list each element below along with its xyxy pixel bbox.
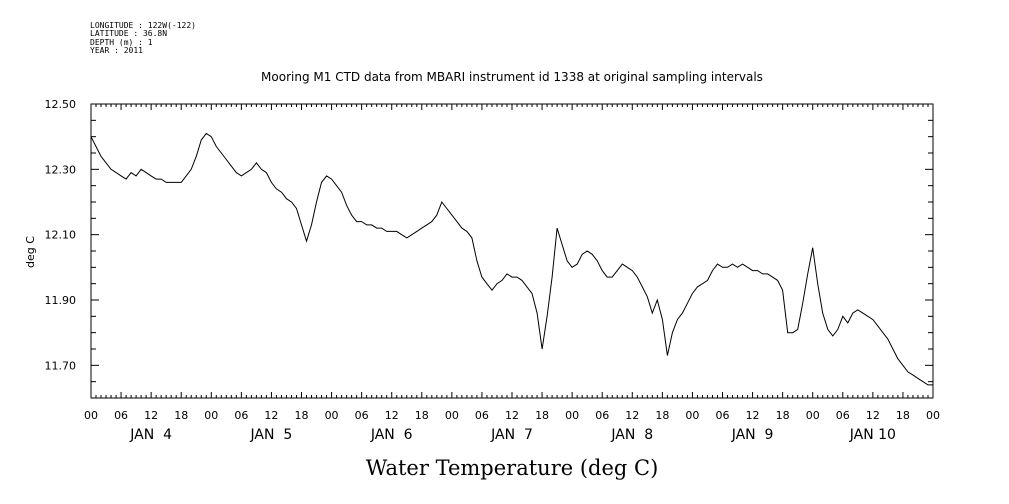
x-tick-label: 12 — [264, 409, 278, 422]
x-tick-label: 06 — [475, 409, 489, 422]
x-tick-label: 00 — [445, 409, 459, 422]
x-tick-label: 00 — [806, 409, 820, 422]
day-label: JAN 6 — [370, 427, 413, 443]
x-tick-labels: 00 06 12 18 00 06 12 18 00 06 12 18 00 06 12 18 00 06 12 18… — [84, 409, 940, 422]
x-tick-label: 18 — [655, 409, 669, 422]
x-tick-label: 18 — [776, 409, 790, 422]
metadata-block: LONGITUDE : 122W(-122) LATITUDE : 36.8N … — [90, 21, 196, 56]
x-tick-label: 00 — [84, 409, 98, 422]
x-tick-label: 00 — [325, 409, 339, 422]
y-tick-labels: 12.50 12.30 12.10 11.90 11.70 — [45, 98, 77, 372]
x-tick-label: 18 — [535, 409, 549, 422]
y-tick-label: 12.30 — [45, 163, 77, 176]
x-tick-label: 06 — [355, 409, 369, 422]
x-tick-label: 06 — [716, 409, 730, 422]
day-label: JAN 9 — [731, 427, 774, 443]
day-label: JAN 5 — [250, 427, 293, 443]
x-tick-label: 06 — [234, 409, 248, 422]
x-tick-label: 18 — [896, 409, 910, 422]
x-tick-label: 12 — [144, 409, 158, 422]
x-tick-label: 12 — [505, 409, 519, 422]
axis-ticks — [90, 103, 934, 399]
x-tick-label: 18 — [415, 409, 429, 422]
day-label: JAN 7 — [490, 427, 533, 443]
x-tick-label: 12 — [746, 409, 760, 422]
y-tick-label: 11.70 — [45, 359, 77, 372]
x-tick-label: 12 — [625, 409, 639, 422]
x-tick-label: 06 — [836, 409, 850, 422]
x-tick-label: 00 — [204, 409, 218, 422]
x-tick-label: 06 — [114, 409, 128, 422]
day-label: JAN 10 — [849, 427, 896, 443]
year-text: YEAR : 2011 — [90, 46, 143, 56]
water-temperature-line — [90, 132, 933, 386]
y-tick-label: 12.50 — [45, 98, 77, 111]
x-tick-label: 00 — [926, 409, 940, 422]
x-tick-label: 18 — [174, 409, 188, 422]
y-tick-label: 12.10 — [45, 229, 77, 242]
day-labels: JAN 4 JAN 5 JAN 6 JAN 7 JAN 8 JAN 9 JAN 10 — [129, 427, 896, 443]
x-tick-label: 00 — [565, 409, 579, 422]
longitude-text: LONGITUDE : 122W(-122) — [90, 21, 196, 30]
x-tick-label: 18 — [295, 409, 309, 422]
day-label: JAN 4 — [129, 427, 172, 443]
x-axis-label: Water Temperature (deg C) — [366, 456, 659, 480]
depth-text: DEPTH (m) : 1 — [90, 37, 153, 47]
day-label: JAN 8 — [610, 427, 653, 443]
y-axis-label: deg C — [24, 236, 37, 268]
latitude-text: LATITUDE : 36.8N — [90, 29, 168, 39]
x-tick-label: 06 — [595, 409, 609, 422]
x-tick-label: 12 — [385, 409, 399, 422]
x-tick-label: 12 — [866, 409, 880, 422]
y-tick-label: 11.90 — [45, 294, 77, 307]
x-tick-label: 00 — [685, 409, 699, 422]
chart-title: Mooring M1 CTD data from MBARI instrumen… — [261, 70, 763, 84]
